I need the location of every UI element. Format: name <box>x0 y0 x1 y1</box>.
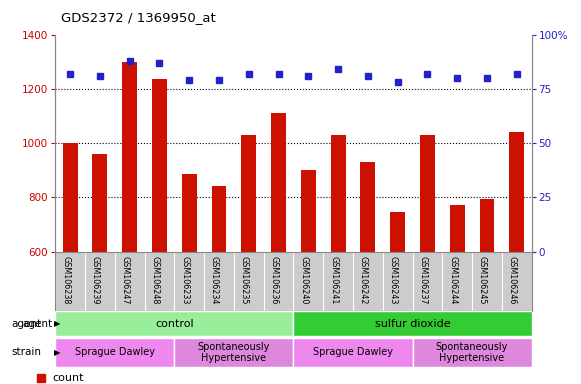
Text: GSM106234: GSM106234 <box>210 256 219 305</box>
Bar <box>331 135 346 252</box>
Bar <box>479 199 494 252</box>
Bar <box>241 135 256 252</box>
Bar <box>63 143 77 252</box>
Text: GSM106235: GSM106235 <box>240 256 249 305</box>
Text: GSM106239: GSM106239 <box>91 256 100 305</box>
Text: agent: agent <box>12 318 42 329</box>
Text: GDS2372 / 1369950_at: GDS2372 / 1369950_at <box>61 12 216 25</box>
Bar <box>211 187 227 252</box>
Bar <box>420 135 435 252</box>
Text: ▶: ▶ <box>54 319 60 328</box>
Bar <box>122 62 137 252</box>
Bar <box>510 132 524 252</box>
Bar <box>390 212 405 252</box>
Text: GSM106244: GSM106244 <box>448 256 457 305</box>
Text: GSM106245: GSM106245 <box>478 256 487 305</box>
Text: GSM106241: GSM106241 <box>329 256 338 305</box>
Bar <box>301 170 315 252</box>
Text: GSM106233: GSM106233 <box>180 256 189 305</box>
Text: count: count <box>53 373 84 383</box>
Text: Spontaneously
Hypertensive: Spontaneously Hypertensive <box>436 341 508 363</box>
Text: GSM106238: GSM106238 <box>61 256 70 305</box>
Bar <box>55 338 174 367</box>
Text: control: control <box>155 318 193 329</box>
Text: Sprague Dawley: Sprague Dawley <box>75 347 155 358</box>
Text: sulfur dioxide: sulfur dioxide <box>375 318 450 329</box>
Text: Sprague Dawley: Sprague Dawley <box>313 347 393 358</box>
Text: GSM106248: GSM106248 <box>150 256 159 305</box>
Bar <box>450 205 465 252</box>
Text: GSM106237: GSM106237 <box>418 256 428 305</box>
Bar <box>182 174 196 252</box>
Text: GSM106236: GSM106236 <box>270 256 278 305</box>
Text: GSM106243: GSM106243 <box>389 256 397 305</box>
Bar <box>271 113 286 252</box>
Text: GSM106247: GSM106247 <box>121 256 130 305</box>
Text: agent: agent <box>22 318 52 329</box>
Bar <box>413 338 532 367</box>
Bar <box>293 311 532 336</box>
Text: GSM106240: GSM106240 <box>299 256 309 305</box>
Bar <box>174 338 293 367</box>
Bar <box>55 311 293 336</box>
Text: GSM106242: GSM106242 <box>359 256 368 305</box>
Bar <box>92 154 107 252</box>
Text: GSM106246: GSM106246 <box>508 256 517 305</box>
Text: strain: strain <box>12 347 42 358</box>
Bar <box>360 162 375 252</box>
Text: Spontaneously
Hypertensive: Spontaneously Hypertensive <box>198 341 270 363</box>
Text: ▶: ▶ <box>54 348 60 357</box>
Bar <box>293 338 413 367</box>
Bar <box>152 79 167 252</box>
